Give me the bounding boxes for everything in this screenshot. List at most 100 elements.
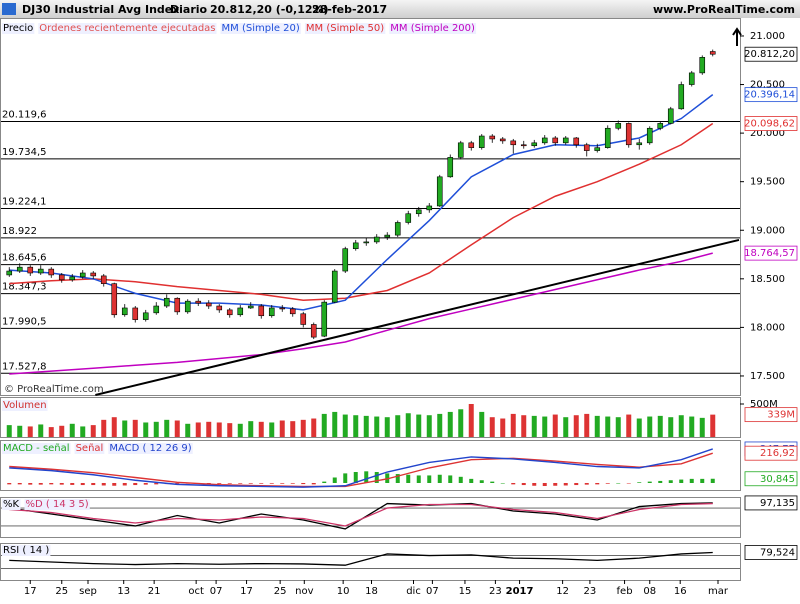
candle-body <box>615 123 622 129</box>
macd-histogram <box>332 477 337 483</box>
candle-body <box>331 270 338 303</box>
candle-body <box>342 248 349 272</box>
panel-label: MM (Simple 50) <box>306 23 384 34</box>
macd-histogram <box>626 482 631 484</box>
x-tick-label: 07 <box>426 586 439 597</box>
candle-body <box>90 272 97 277</box>
x-tick-label: 12 <box>556 586 569 597</box>
candle-body <box>79 272 86 278</box>
macd-histogram <box>248 482 253 484</box>
level-label: 18.922 <box>2 226 37 237</box>
macd-histogram <box>700 478 705 483</box>
volume-bar <box>269 422 275 437</box>
macd-histogram <box>259 482 264 484</box>
panel-label: Precio <box>3 23 33 34</box>
y-tick-label: 21.000 <box>750 31 785 42</box>
volume-bar <box>153 421 159 437</box>
candle-body <box>237 307 244 316</box>
right-label: 339M <box>767 410 795 421</box>
header-icon <box>2 3 16 15</box>
panel-label-bg <box>389 23 477 34</box>
x-tick-label: 10 <box>337 586 350 597</box>
volume-bar <box>626 414 632 437</box>
candle-body <box>216 305 223 311</box>
right-label-box <box>744 87 798 103</box>
volume-bar <box>300 419 306 437</box>
volume-bar <box>594 415 600 437</box>
macd-histogram <box>490 481 495 483</box>
candle-body <box>541 137 548 144</box>
header-date: 28-feb-2017 <box>312 3 387 16</box>
panel-label: Señal <box>76 443 104 454</box>
right-label: 20.396,14 <box>744 90 795 101</box>
macd-histogram <box>101 482 106 486</box>
candle-body <box>646 127 653 144</box>
macd-histogram <box>437 474 442 483</box>
panel-label-bg <box>2 443 71 454</box>
trend-line <box>95 238 740 396</box>
candle-body <box>205 302 212 307</box>
right-label-box <box>744 245 798 261</box>
candle-body <box>394 222 401 236</box>
volume-bar <box>426 415 432 437</box>
panel-label-bg <box>2 23 35 34</box>
y-tick-label: 19.500 <box>750 177 785 188</box>
header-site: www.ProRealTime.com <box>653 3 795 16</box>
volume-bar <box>290 421 296 437</box>
volume-bar <box>584 413 590 437</box>
right-label: 97,135 <box>760 498 795 509</box>
panel-label: MACD ( 12 26 9) <box>109 443 191 454</box>
macd-histogram <box>668 480 673 483</box>
candle-body <box>373 236 380 243</box>
volume-bar <box>237 423 243 437</box>
x-tick-label: mar <box>708 586 729 597</box>
candle-body <box>478 135 485 148</box>
volume-bar <box>395 415 401 437</box>
volume-bar <box>668 417 674 437</box>
right-label-box <box>744 495 798 511</box>
indicator-line <box>9 551 713 566</box>
candle-body <box>604 127 611 148</box>
volume-bar <box>384 417 390 437</box>
candle-body <box>583 144 590 151</box>
volume-bar <box>615 417 621 437</box>
volume-bar <box>258 421 264 437</box>
header-bar <box>0 0 800 18</box>
panel-label: MACD - señal <box>3 443 70 454</box>
macd-histogram <box>458 476 463 483</box>
rsi-frame <box>0 543 741 581</box>
panel-label: %D ( 14 3 5) <box>26 499 89 510</box>
candle-body <box>625 123 632 146</box>
candle-body <box>436 176 443 207</box>
volume-bar <box>542 416 548 437</box>
volume-bar <box>174 420 180 437</box>
macd-histogram <box>154 482 159 485</box>
candle-body <box>100 275 107 284</box>
volume-bar <box>510 413 516 437</box>
candle-body <box>195 300 202 304</box>
macd-histogram <box>574 482 579 486</box>
x-tick-label: 17 <box>240 586 253 597</box>
volume-bar <box>500 418 506 437</box>
macd-histogram <box>301 482 306 485</box>
x-tick-label: feb <box>617 586 633 597</box>
macd-histogram <box>175 482 180 484</box>
candle-body <box>552 137 559 144</box>
candle-body <box>520 144 527 147</box>
volume-bar <box>122 420 128 437</box>
header-quote: 20.812,20 (-0,12%) <box>210 3 329 16</box>
macd-histogram <box>7 482 12 485</box>
macd-histogram <box>511 482 516 485</box>
candle-body <box>289 308 296 315</box>
panel-label-bg <box>2 545 51 556</box>
main-frame <box>0 18 741 396</box>
candle-body <box>657 123 664 129</box>
volume-bar <box>657 415 663 437</box>
candle-body <box>111 283 118 316</box>
volume-bar <box>468 403 474 437</box>
macd-histogram <box>80 482 85 486</box>
macd-histogram <box>553 482 558 486</box>
candle-body <box>489 135 496 140</box>
